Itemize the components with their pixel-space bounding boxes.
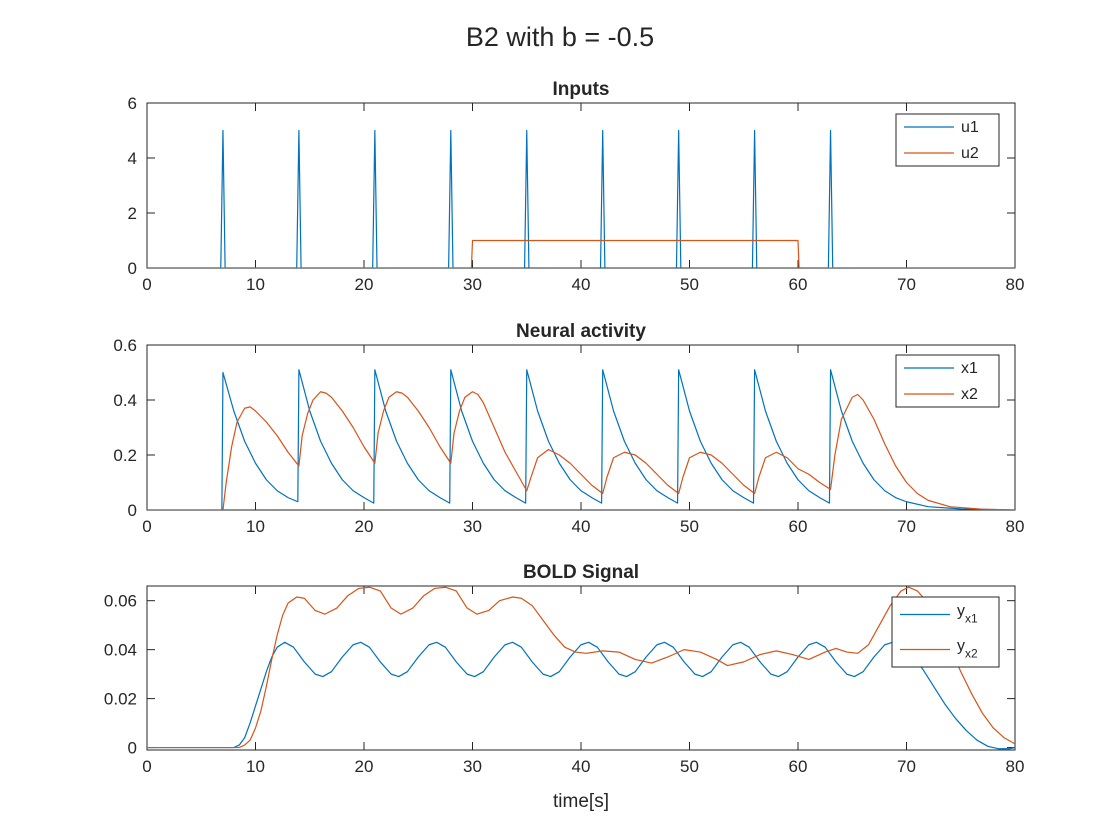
legend-box (891, 596, 1000, 668)
y-tick-label: 0.06 (104, 592, 137, 611)
subplot-title: BOLD Signal (523, 562, 639, 583)
axes-box (146, 585, 1016, 751)
x-tick-label: 80 (1006, 275, 1025, 294)
x-tick-label: 0 (142, 275, 151, 294)
subplots: 0 10 20 30 40 50 60 70 80 0 2 4 6 Inputs u1 u2 0 10 20 30 40… (104, 79, 1025, 812)
x-tick-label: 60 (789, 757, 808, 776)
x-tick-label: 60 (789, 275, 808, 294)
series-line-u2 (147, 239, 1015, 268)
legend-entry: x2 (961, 386, 978, 403)
series-line-yx1 (147, 641, 1015, 750)
subplot-1: 0 10 20 30 40 50 60 70 80 0 2 4 6 Inputs u1 u2 (128, 79, 1025, 294)
x-tick-label: 0 (142, 517, 151, 536)
x-tick-label: 50 (680, 275, 699, 294)
x-tick-label: 20 (355, 757, 374, 776)
x-tick-label: 10 (246, 517, 265, 536)
legend-box (895, 354, 1000, 408)
x-tick-label: 60 (789, 517, 808, 536)
axes-box (146, 344, 1016, 511)
subplot-title: Inputs (553, 79, 610, 100)
x-tick-label: 70 (897, 517, 916, 536)
y-tick-label: 0.04 (104, 641, 137, 660)
legend-entry: u2 (961, 145, 979, 162)
legend: x1 x2 (895, 354, 1000, 408)
axes-box (146, 102, 1016, 269)
x-tick-label: 20 (355, 275, 374, 294)
legend: yx1 yx2 (891, 596, 1000, 668)
y-tick-label: 0 (128, 501, 137, 520)
x-tick-label: 80 (1006, 757, 1025, 776)
legend-entry: yx1 (957, 603, 978, 626)
x-axis-label: time[s] (553, 791, 609, 812)
y-tick-label: 0 (128, 259, 137, 278)
y-tick-label: 0 (128, 739, 137, 758)
x-tick-label: 30 (463, 517, 482, 536)
series-line-x1 (147, 369, 1015, 510)
subplot-title: Neural activity (516, 321, 646, 342)
y-tick-label: 4 (128, 149, 137, 168)
subplot-2: 0 10 20 30 40 50 60 70 80 0 0.2 0.4 0.6 Neural activi… (113, 321, 1024, 536)
legend: u1 u2 (895, 113, 1000, 167)
figure-title: B2 with b = -0.5 (466, 22, 654, 52)
x-tick-label: 50 (680, 517, 699, 536)
y-tick-label: 2 (128, 204, 137, 223)
legend-box (895, 113, 1000, 167)
y-tick-label: 0.6 (113, 336, 137, 355)
x-tick-label: 20 (355, 517, 374, 536)
x-tick-label: 30 (463, 757, 482, 776)
y-tick-label: 6 (128, 94, 137, 113)
y-tick-label: 0.02 (104, 690, 137, 709)
legend-entry: x1 (961, 360, 978, 377)
series-line-x2 (147, 391, 1015, 510)
subplot-3: 0 10 20 30 40 50 60 70 80 0 0.02 0.04 0.06 BOLD Signa… (104, 562, 1025, 812)
x-tick-label: 40 (572, 275, 591, 294)
legend-entry: yx2 (957, 638, 978, 661)
x-tick-label: 70 (897, 275, 916, 294)
x-tick-label: 70 (897, 757, 916, 776)
x-tick-label: 10 (246, 757, 265, 776)
legend-entry: u1 (961, 119, 979, 136)
x-tick-label: 10 (246, 275, 265, 294)
x-tick-label: 0 (142, 757, 151, 776)
x-tick-label: 30 (463, 275, 482, 294)
x-tick-label: 50 (680, 757, 699, 776)
x-tick-label: 40 (572, 517, 591, 536)
y-tick-label: 0.2 (113, 446, 137, 465)
x-tick-label: 40 (572, 757, 591, 776)
x-tick-label: 80 (1006, 517, 1025, 536)
series-line-u1 (147, 129, 1015, 268)
y-tick-label: 0.4 (113, 391, 137, 410)
